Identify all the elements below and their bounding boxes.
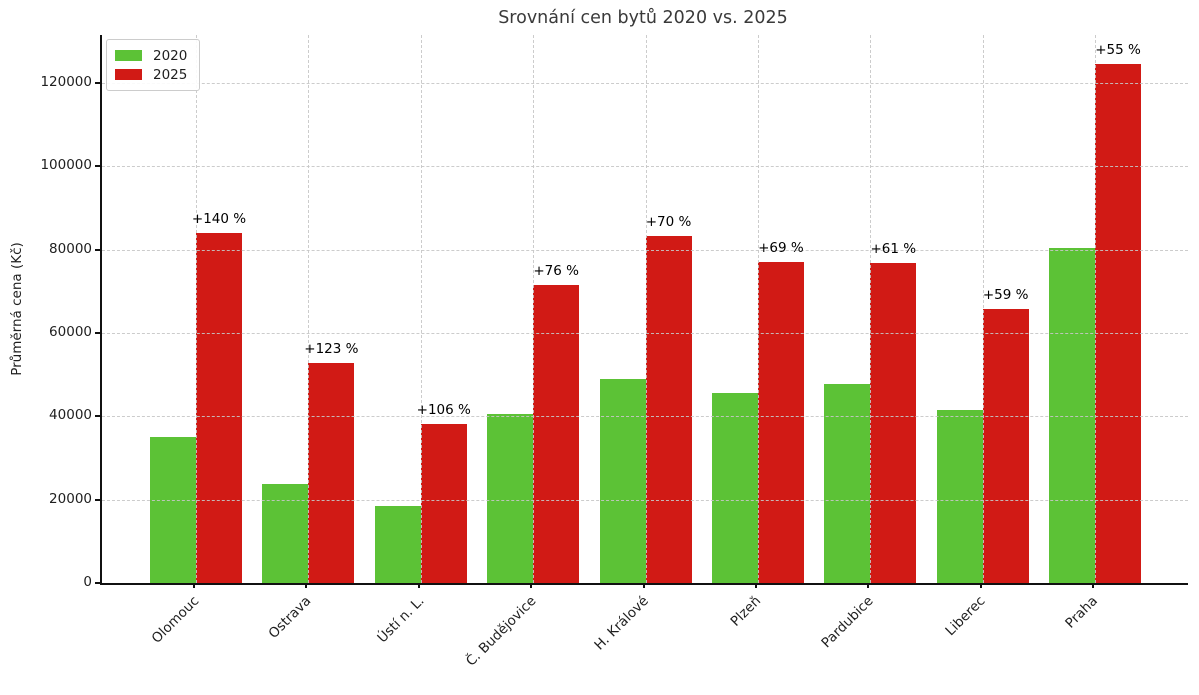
x-tick-label-ostrava: Ostrava [265,593,315,642]
bar-2025-olomouc [196,232,242,583]
y-tick-label: 40000 [49,407,92,424]
bar-2020-liberec [936,410,983,583]
gridline-h-120000 [102,82,1188,84]
bar-2025-praha [1095,64,1141,583]
y-tick [95,415,100,418]
gridline-v-plze [757,35,759,583]
x-tick-label-plze: Plzeň [727,593,765,630]
y-tick [95,81,100,84]
x-tick [642,583,645,588]
gridline-v-ostrava [308,35,310,583]
legend: 2020 2025 [106,39,201,91]
x-tick [305,583,308,588]
gridline-v-olomouc [196,35,197,583]
y-tick [95,498,100,501]
bar-2025-plze [757,262,804,583]
bar-2025-st-n-l [420,424,467,583]
bar-2025-bud-jovice [533,285,580,583]
legend-label-2020: 2020 [153,47,188,64]
x-tick [417,583,420,588]
y-tick-label: 120000 [40,73,92,90]
pct-label-liberec: +59 % [982,286,1029,303]
bar-2020-plze [711,392,758,583]
y-tick-label: 0 [83,574,92,590]
pct-label-h-kr-lov: +70 % [645,213,692,230]
pct-label-praha: +55 % [1095,42,1141,59]
bar-2020-st-n-l [374,505,421,583]
x-tick-label-st-n-l: Ústí n. L. [373,593,428,647]
x-tick-label-h-kr-lov: H. Králové [591,593,652,654]
bar-2020-h-kr-lov [599,378,646,583]
y-tick [95,331,100,334]
x-tick [193,583,195,588]
gridline-h-100000 [102,166,1188,168]
legend-swatch-2020 [115,50,142,61]
y-tick-label: 80000 [49,240,92,257]
y-axis-label: Průměrná cena (Kč) [9,242,25,376]
legend-label-2025: 2025 [153,66,188,83]
x-tick [530,583,533,588]
legend-entry-2025: 2025 [115,65,187,84]
pct-label-bud-jovice: +76 % [533,263,579,280]
gridline-h-20000 [102,499,1188,501]
x-tick [754,583,757,588]
legend-swatch-2025 [115,69,142,80]
gridline-v-liberec [982,35,984,583]
plot-area: +140 % +123 % +106 % +76 % +70 % +69 % +61 % +5… [100,35,1188,585]
gridline-h-60000 [102,332,1188,334]
pct-label-pardubice: +61 % [870,240,917,257]
gridline-v-pardubice [870,35,872,583]
gridline-h-40000 [102,416,1188,418]
y-tick [95,248,100,251]
x-tick-label-pardubice: Pardubice [818,593,877,652]
pct-label-olomouc: +140 % [191,210,247,227]
x-tick [867,583,870,588]
y-tick-label: 20000 [49,490,92,507]
pct-label-st-n-l: +106 % [416,402,471,419]
pct-label-ostrava: +123 % [304,340,359,357]
pct-label-plze: +69 % [758,240,804,257]
legend-entry-2020: 2020 [115,46,187,65]
bar-2025-h-kr-lov [645,235,692,583]
gridline-v-praha [1095,35,1096,583]
x-tick [979,583,982,588]
y-tick [95,582,100,584]
x-tick-label-bud-jovice: Č. Budějovice [462,593,540,670]
y-tick-label: 60000 [49,323,92,340]
y-tick [95,165,100,168]
bar-2020-olomouc [150,437,196,583]
gridline-v-h-kr-lov [645,35,647,583]
y-tick-label: 100000 [40,157,92,174]
x-tick-label-olomouc: Olomouc [148,593,203,647]
gridline-h-80000 [102,249,1188,251]
bar-2020-pardubice [824,384,871,583]
x-tick [1092,583,1094,588]
gridline-v-bud-jovice [533,35,535,583]
bar-2020-ostrava [262,484,309,583]
x-tick-label-praha: Praha [1062,593,1102,632]
bar-2025-pardubice [870,262,917,583]
gridline-v-st-n-l [420,35,422,583]
bar-2025-ostrava [308,362,355,583]
bar-2025-liberec [982,308,1029,583]
bar-2020-bud-jovice [487,413,534,583]
x-tick-label-liberec: Liberec [942,593,989,640]
chart-title: Srovnání cen bytů 2020 vs. 2025 [498,8,788,28]
bar-2020-praha [1049,248,1095,583]
